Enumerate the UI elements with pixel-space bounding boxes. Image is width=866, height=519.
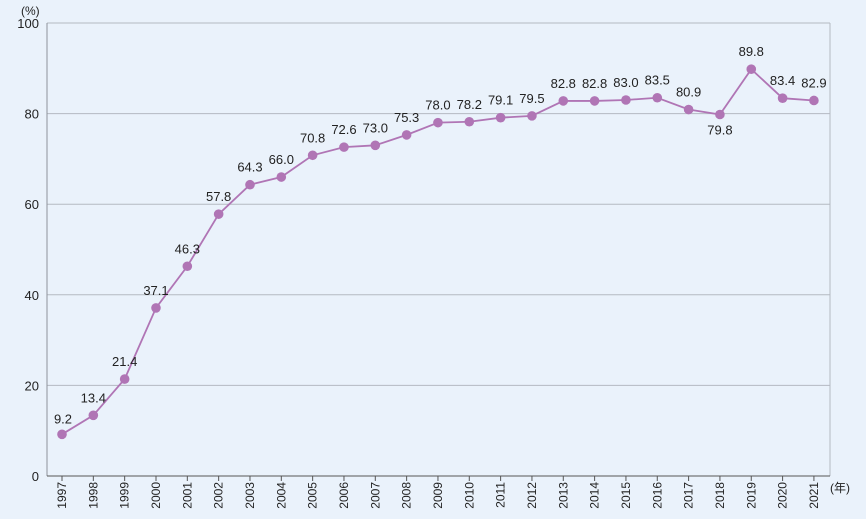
- data-label-2016: 83.5: [645, 73, 670, 88]
- data-label-2007: 73.0: [363, 120, 388, 135]
- data-label-2009: 78.0: [425, 98, 450, 113]
- x-tick-label: 2005: [306, 482, 320, 509]
- x-tick-label: 2021: [807, 482, 821, 509]
- x-tick-label: 2012: [525, 482, 539, 509]
- data-label-2019: 89.8: [739, 44, 764, 59]
- x-tick-label: 2018: [713, 482, 727, 509]
- data-label-2012: 79.5: [519, 91, 544, 106]
- x-tick-label: 2009: [431, 482, 445, 509]
- data-point-2009: [433, 117, 443, 128]
- data-point-2003: [245, 179, 255, 190]
- data-point-1997: [57, 429, 67, 440]
- x-tick-label: 2003: [243, 482, 257, 509]
- data-point-2021: [809, 95, 819, 106]
- data-label-2006: 72.6: [331, 122, 356, 137]
- y-tick-label: 80: [25, 107, 39, 122]
- x-tick-label: 2015: [619, 482, 633, 509]
- x-tick-label: 2016: [650, 482, 664, 509]
- data-point-2014: [589, 96, 600, 106]
- y-tick-label: 60: [25, 197, 39, 212]
- data-label-2021: 82.9: [801, 75, 826, 90]
- data-point-2016: [652, 92, 663, 103]
- data-point-2019: [746, 64, 757, 75]
- data-point-2015: [621, 95, 631, 105]
- data-point-2006: [339, 142, 349, 152]
- x-tick-label: 1997: [55, 482, 69, 509]
- x-tick-label: 2014: [588, 482, 602, 509]
- data-point-2001: [182, 261, 193, 272]
- data-label-2014: 82.8: [582, 76, 607, 91]
- y-unit-label: (%): [21, 4, 40, 18]
- gridlines: [47, 22, 830, 477]
- data-label-2010: 78.2: [457, 97, 482, 112]
- x-tick-label: 2000: [149, 482, 163, 509]
- x-tick-label: 2017: [682, 482, 696, 509]
- data-label-2000: 37.1: [143, 283, 168, 298]
- data-point-2013: [558, 96, 569, 106]
- x-tick-label: 2008: [400, 482, 414, 509]
- data-point-2002: [213, 209, 224, 219]
- data-label-2003: 64.3: [237, 160, 262, 175]
- x-tick-label: 1999: [118, 482, 132, 509]
- y-tick-label: 40: [25, 288, 39, 303]
- data-label-2011: 79.1: [488, 93, 513, 108]
- x-tick-label: 2019: [744, 482, 758, 509]
- x-tick-label: 1998: [86, 482, 100, 509]
- x-tick-label: 2007: [368, 482, 382, 509]
- x-tick-label: 2004: [274, 482, 288, 509]
- x-tick-label: 2011: [494, 482, 508, 508]
- data-point-2010: [464, 116, 475, 127]
- data-label-2008: 75.3: [394, 110, 419, 125]
- data-point-2012: [527, 111, 537, 121]
- axes: 0 20 40 60 80 100 1997 1998 1999 2000 2001 2002 2003…: [17, 16, 831, 509]
- x-tick-label: 2002: [212, 482, 226, 509]
- data-label-2013: 82.8: [551, 76, 576, 91]
- data-label-1998: 13.4: [81, 390, 106, 405]
- data-point-2005: [307, 150, 318, 161]
- data-point-2008: [401, 130, 412, 140]
- data-label-1999: 21.4: [112, 354, 137, 369]
- data-label-2018: 79.8: [707, 123, 732, 138]
- y-tick-label: 0: [32, 469, 39, 484]
- data-point-2020: [777, 93, 788, 103]
- data-point-1999: [119, 374, 130, 384]
- data-label-2002: 57.8: [206, 189, 231, 204]
- x-unit-label: (年): [830, 481, 850, 495]
- data-point-2000: [151, 303, 161, 313]
- data-label-2004: 66.0: [269, 152, 294, 167]
- data-label-1997: 9.2: [54, 411, 72, 426]
- data-label-2015: 83.0: [613, 75, 638, 90]
- x-tick-label: 2001: [180, 482, 194, 509]
- data-label-2020: 83.4: [770, 73, 795, 88]
- data-points: [57, 64, 819, 440]
- data-label-2005: 70.8: [300, 130, 325, 145]
- x-tick-label: 2010: [462, 482, 476, 509]
- data-label-2001: 46.3: [175, 241, 200, 256]
- data-point-2017: [683, 104, 694, 115]
- x-tick-label: 2013: [556, 482, 570, 509]
- data-point-2007: [370, 140, 381, 151]
- data-point-2011: [495, 112, 506, 123]
- data-label-2017: 80.9: [676, 85, 701, 100]
- data-labels: 9.2 13.4 21.4 37.1 46.3 57.8 64.3 66.0 70.8 72.6 7…: [54, 44, 827, 426]
- y-tick-label: 100: [17, 16, 39, 31]
- data-point-1998: [88, 410, 99, 421]
- y-tick-label: 20: [25, 378, 39, 393]
- data-point-2004: [276, 172, 287, 182]
- x-tick-label: 2006: [337, 482, 351, 509]
- x-tick-label: 2020: [776, 482, 790, 509]
- data-point-2018: [715, 109, 725, 120]
